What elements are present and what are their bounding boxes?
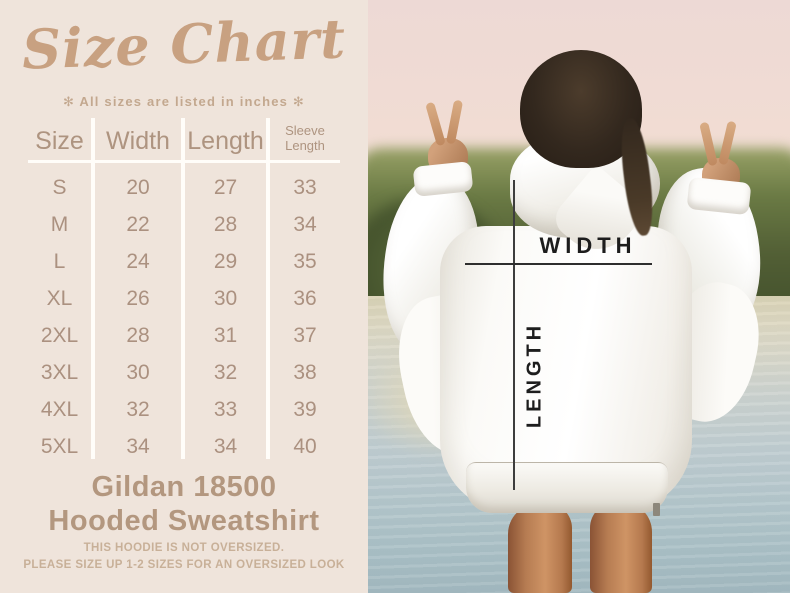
hoodie-hem-tag (653, 503, 660, 516)
table-cell: 33 (185, 385, 270, 422)
table-cell: 28 (185, 200, 270, 237)
table-cell: 28 (95, 311, 185, 348)
table-cell: 32 (185, 348, 270, 385)
product-name-line1: Gildan 18500 (91, 471, 277, 503)
oversize-note-line1: THIS HOODIE IS NOT OVERSIZED. (83, 542, 285, 554)
table-cell: 3XL (28, 348, 95, 385)
units-subtitle: ✻ All sizes are listed in inches ✻ (62, 94, 305, 109)
column-header-sleeve-length-text: Sleeve Length (285, 123, 325, 153)
table-cell: 33 (293, 176, 317, 199)
model-left-leg (508, 504, 572, 593)
table-cell: 4XL (28, 385, 95, 422)
table-cell: S (28, 163, 95, 200)
model-right-leg (590, 502, 652, 593)
oversize-note-line2: PLEASE SIZE UP 1-2 SIZES FOR AN OVERSIZE… (23, 559, 345, 572)
table-cell: M (28, 200, 95, 237)
table-cell: 34 (293, 213, 317, 236)
table-cell: 32 (95, 385, 185, 422)
length-measure-label: LENGTH (523, 321, 546, 429)
table-cell: 35 (293, 250, 317, 273)
hoodie-left-cuff (412, 161, 474, 197)
table-cell: 30 (95, 348, 185, 385)
table-cell: 27 (185, 163, 270, 200)
product-name: Gildan 18500 Hooded Sweatshirt (0, 470, 368, 538)
table-cell: 34 (185, 422, 270, 459)
table-cell: 37 (293, 324, 317, 347)
table-cell: 40 (293, 435, 317, 458)
hoodie-hem-band (466, 462, 668, 513)
table-cell: 38 (293, 361, 317, 384)
size-table-header: Size Width Length Sleeve Length (28, 118, 340, 163)
table-cell: 34 (95, 422, 185, 459)
width-measure-line (465, 263, 652, 265)
table-cell: 36 (293, 287, 317, 310)
table-cell: 26 (95, 274, 185, 311)
table-cell: 5XL (28, 422, 95, 459)
column-header-length: Length (185, 118, 270, 160)
size-table-body: S 20 27 33 M 22 28 34 L 24 29 35 XL 26 30 36 2XL 28 31 37 3X… (28, 163, 340, 459)
model-left-hand-finger (445, 99, 464, 145)
width-measure-label: WIDTH (539, 233, 637, 258)
table-cell: 31 (185, 311, 270, 348)
table-cell: 39 (293, 398, 317, 421)
page-title: Size Chart (20, 6, 348, 82)
table-cell: 22 (95, 200, 185, 237)
table-cell: 2XL (28, 311, 95, 348)
oversize-note: THIS HOODIE IS NOT OVERSIZED. PLEASE SIZ… (0, 540, 368, 575)
table-cell: XL (28, 274, 95, 311)
table-cell: L (28, 237, 95, 274)
table-cell: 24 (95, 237, 185, 274)
hoodie-right-cuff (686, 176, 752, 216)
model-left-hand-finger (425, 101, 446, 147)
table-cell: 30 (185, 274, 270, 311)
length-measure-line (513, 180, 515, 490)
size-chart-panel: Size Chart ✻ All sizes are listed in inc… (0, 0, 368, 593)
column-header-width: Width (95, 118, 185, 160)
product-name-line2: Hooded Sweatshirt (48, 505, 320, 538)
column-header-sleeve-length: Sleeve Length (270, 118, 340, 160)
column-header-size: Size (28, 118, 95, 160)
table-cell: 29 (185, 237, 270, 274)
table-cell: 20 (95, 163, 185, 200)
model-photo: WIDTH LENGTH (368, 0, 790, 593)
